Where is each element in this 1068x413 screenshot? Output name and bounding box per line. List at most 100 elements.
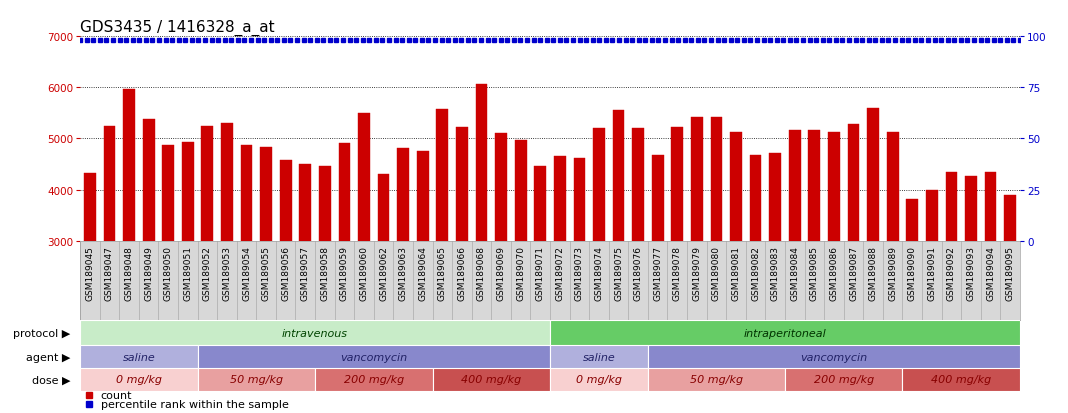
Text: saline: saline — [583, 352, 615, 362]
Text: GSM189054: GSM189054 — [242, 245, 251, 300]
Bar — [456, 128, 468, 241]
Text: GSM189055: GSM189055 — [262, 245, 270, 300]
Bar — [80, 368, 198, 391]
Text: GSM189077: GSM189077 — [654, 245, 662, 300]
Text: GSM189090: GSM189090 — [908, 245, 916, 300]
Bar — [397, 148, 409, 241]
Bar — [437, 110, 449, 241]
Bar — [319, 167, 331, 241]
Text: 0 mg/kg: 0 mg/kg — [115, 375, 162, 385]
Text: GSM189070: GSM189070 — [516, 245, 525, 300]
Bar — [808, 131, 820, 241]
Text: count: count — [100, 390, 132, 400]
Bar — [315, 368, 433, 391]
Bar — [221, 123, 233, 241]
Bar — [182, 142, 193, 241]
Text: GSM189068: GSM189068 — [477, 245, 486, 300]
Text: 200 mg/kg: 200 mg/kg — [344, 375, 404, 385]
Text: GSM189076: GSM189076 — [633, 245, 643, 300]
Bar — [417, 152, 428, 241]
Text: GSM189049: GSM189049 — [144, 245, 153, 300]
Text: 50 mg/kg: 50 mg/kg — [230, 375, 283, 385]
Bar — [902, 368, 1020, 391]
Bar — [731, 133, 742, 241]
Bar — [710, 117, 722, 241]
Bar — [965, 176, 977, 241]
Text: GSM189092: GSM189092 — [947, 245, 956, 300]
Text: GSM189056: GSM189056 — [281, 245, 290, 300]
Bar — [378, 175, 390, 241]
Bar — [496, 133, 507, 241]
Text: percentile rank within the sample: percentile rank within the sample — [100, 399, 288, 409]
Bar — [339, 143, 350, 241]
Bar — [280, 161, 292, 241]
Bar — [554, 157, 566, 241]
Bar — [672, 128, 684, 241]
Bar — [475, 85, 487, 241]
Bar — [750, 155, 761, 241]
Text: GSM189047: GSM189047 — [105, 245, 114, 300]
Bar — [574, 159, 585, 241]
Bar — [886, 133, 898, 241]
Text: GSM189082: GSM189082 — [751, 245, 760, 300]
Text: GSM189051: GSM189051 — [184, 245, 192, 300]
Text: GSM189091: GSM189091 — [927, 245, 937, 300]
Text: GSM189069: GSM189069 — [497, 245, 505, 300]
Bar — [907, 199, 918, 241]
Text: 400 mg/kg: 400 mg/kg — [461, 375, 521, 385]
Bar — [358, 114, 370, 241]
Text: GSM189060: GSM189060 — [360, 245, 368, 300]
Text: 200 mg/kg: 200 mg/kg — [814, 375, 874, 385]
Text: GSM189048: GSM189048 — [125, 245, 134, 300]
Text: agent ▶: agent ▶ — [27, 352, 70, 362]
Text: GSM189088: GSM189088 — [868, 245, 878, 300]
Text: saline: saline — [123, 352, 155, 362]
Text: 0 mg/kg: 0 mg/kg — [576, 375, 622, 385]
Bar — [80, 345, 198, 368]
Text: protocol ▶: protocol ▶ — [14, 328, 70, 338]
Bar — [104, 127, 115, 241]
Bar — [691, 117, 703, 241]
Bar — [648, 345, 1020, 368]
Text: 400 mg/kg: 400 mg/kg — [931, 375, 991, 385]
Bar — [240, 146, 252, 241]
Text: GSM189087: GSM189087 — [849, 245, 858, 300]
Bar — [433, 368, 550, 391]
Text: GSM189085: GSM189085 — [810, 245, 819, 300]
Text: 50 mg/kg: 50 mg/kg — [690, 375, 743, 385]
Bar — [648, 368, 785, 391]
Text: GDS3435 / 1416328_a_at: GDS3435 / 1416328_a_at — [80, 20, 274, 36]
Bar — [867, 109, 879, 241]
Text: GSM189071: GSM189071 — [536, 245, 545, 300]
Bar — [202, 127, 214, 241]
Bar — [162, 146, 174, 241]
Text: GSM189050: GSM189050 — [163, 245, 173, 300]
Bar — [985, 172, 996, 241]
Bar — [123, 90, 135, 241]
Text: GSM189045: GSM189045 — [85, 245, 94, 300]
Bar — [299, 164, 311, 241]
Text: GSM189052: GSM189052 — [203, 245, 211, 300]
Bar — [143, 120, 155, 241]
Text: GSM189053: GSM189053 — [222, 245, 232, 300]
Text: GSM189080: GSM189080 — [712, 245, 721, 300]
Text: GSM189074: GSM189074 — [595, 245, 603, 300]
Bar — [261, 147, 272, 241]
Bar — [593, 129, 604, 241]
Text: GSM189059: GSM189059 — [340, 245, 349, 300]
Bar — [632, 129, 644, 241]
Text: GSM189064: GSM189064 — [419, 245, 427, 300]
Text: GSM189093: GSM189093 — [967, 245, 975, 300]
Text: GSM189084: GSM189084 — [790, 245, 799, 300]
Text: vancomycin: vancomycin — [341, 352, 407, 362]
Bar — [848, 125, 860, 241]
Text: GSM189089: GSM189089 — [889, 245, 897, 300]
Text: GSM189083: GSM189083 — [771, 245, 780, 300]
Text: GSM189062: GSM189062 — [379, 245, 388, 300]
Text: GSM189065: GSM189065 — [438, 245, 446, 300]
Text: GSM189063: GSM189063 — [398, 245, 408, 300]
Text: GSM189081: GSM189081 — [732, 245, 740, 300]
Bar — [789, 131, 801, 241]
Bar — [945, 173, 957, 241]
Text: GSM189072: GSM189072 — [555, 245, 564, 300]
